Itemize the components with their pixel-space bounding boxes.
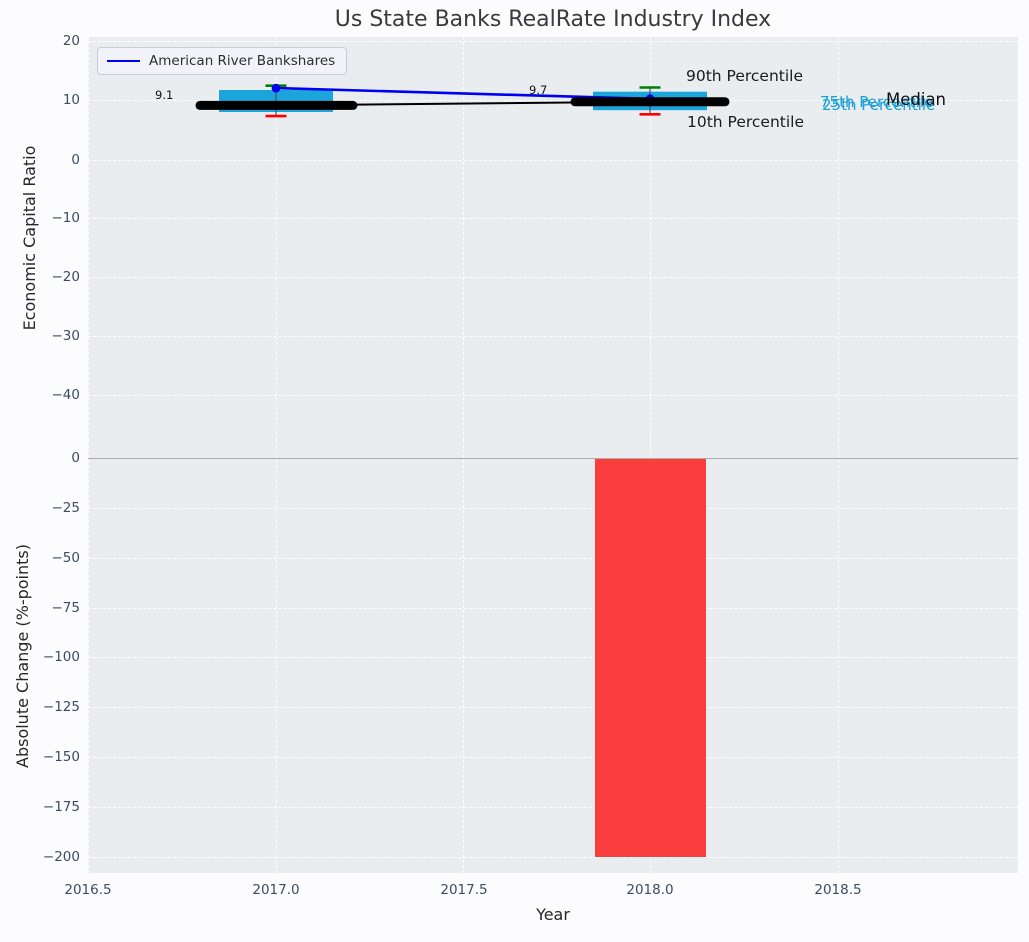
ytick-top: −10 (6, 209, 80, 227)
gridline-h (88, 707, 1018, 708)
xtick: 2016.5 (48, 881, 128, 899)
gridline-h (88, 608, 1018, 609)
xlabel: Year (88, 905, 1018, 924)
xtick: 2018.5 (798, 881, 878, 899)
bottom-axes (88, 440, 1018, 873)
p10-label: 10th Percentile (687, 113, 804, 131)
top-ylabel: Economic Capital Ratio (20, 73, 42, 403)
xtick: 2017.0 (236, 881, 316, 899)
legend-label: American River Bankshares (149, 53, 335, 69)
legend-line-swatch (107, 60, 140, 62)
chart-title: Us State Banks RealRate Industry Index (88, 7, 1018, 32)
gridline-h (88, 508, 1018, 509)
gridline-h (88, 807, 1018, 808)
xtick: 2017.5 (424, 881, 504, 899)
gridline-v (88, 440, 89, 873)
gridline-h (88, 657, 1018, 658)
bankshares-marker-2017 (272, 84, 281, 93)
xtick: 2018.0 (610, 881, 690, 899)
median-value-2017: 9.1 (155, 88, 173, 102)
gridline-v (838, 440, 839, 873)
ytick-top: −40 (6, 386, 80, 404)
legend: American River Bankshares (97, 47, 347, 75)
change-bar-2018 (595, 459, 706, 857)
ytick-top: 0 (6, 151, 80, 169)
gridline-h (88, 757, 1018, 758)
median-label: Median (886, 90, 946, 109)
ytick-bottom: −200 (6, 848, 80, 866)
ytick-top: −20 (6, 268, 80, 286)
gridline-h (88, 558, 1018, 559)
gridline-v (276, 440, 277, 873)
median-value-2018: 9.7 (529, 83, 547, 97)
ytick-bottom: 0 (6, 449, 80, 467)
gridline-v (463, 440, 464, 873)
ytick-top: −30 (6, 327, 80, 345)
bottom-ylabel: Absolute Change (%-points) (13, 491, 35, 821)
gridline-h (88, 857, 1018, 858)
top-axes: American River Bankshares 9.1 9.7 90th P… (88, 37, 1018, 440)
zero-axhline (88, 458, 1018, 459)
ytick-top: 20 (6, 32, 80, 50)
p90-label: 90th Percentile (686, 67, 803, 85)
ytick-top: 10 (6, 91, 80, 109)
figure: Us State Banks RealRate Industry Index (0, 0, 1029, 942)
